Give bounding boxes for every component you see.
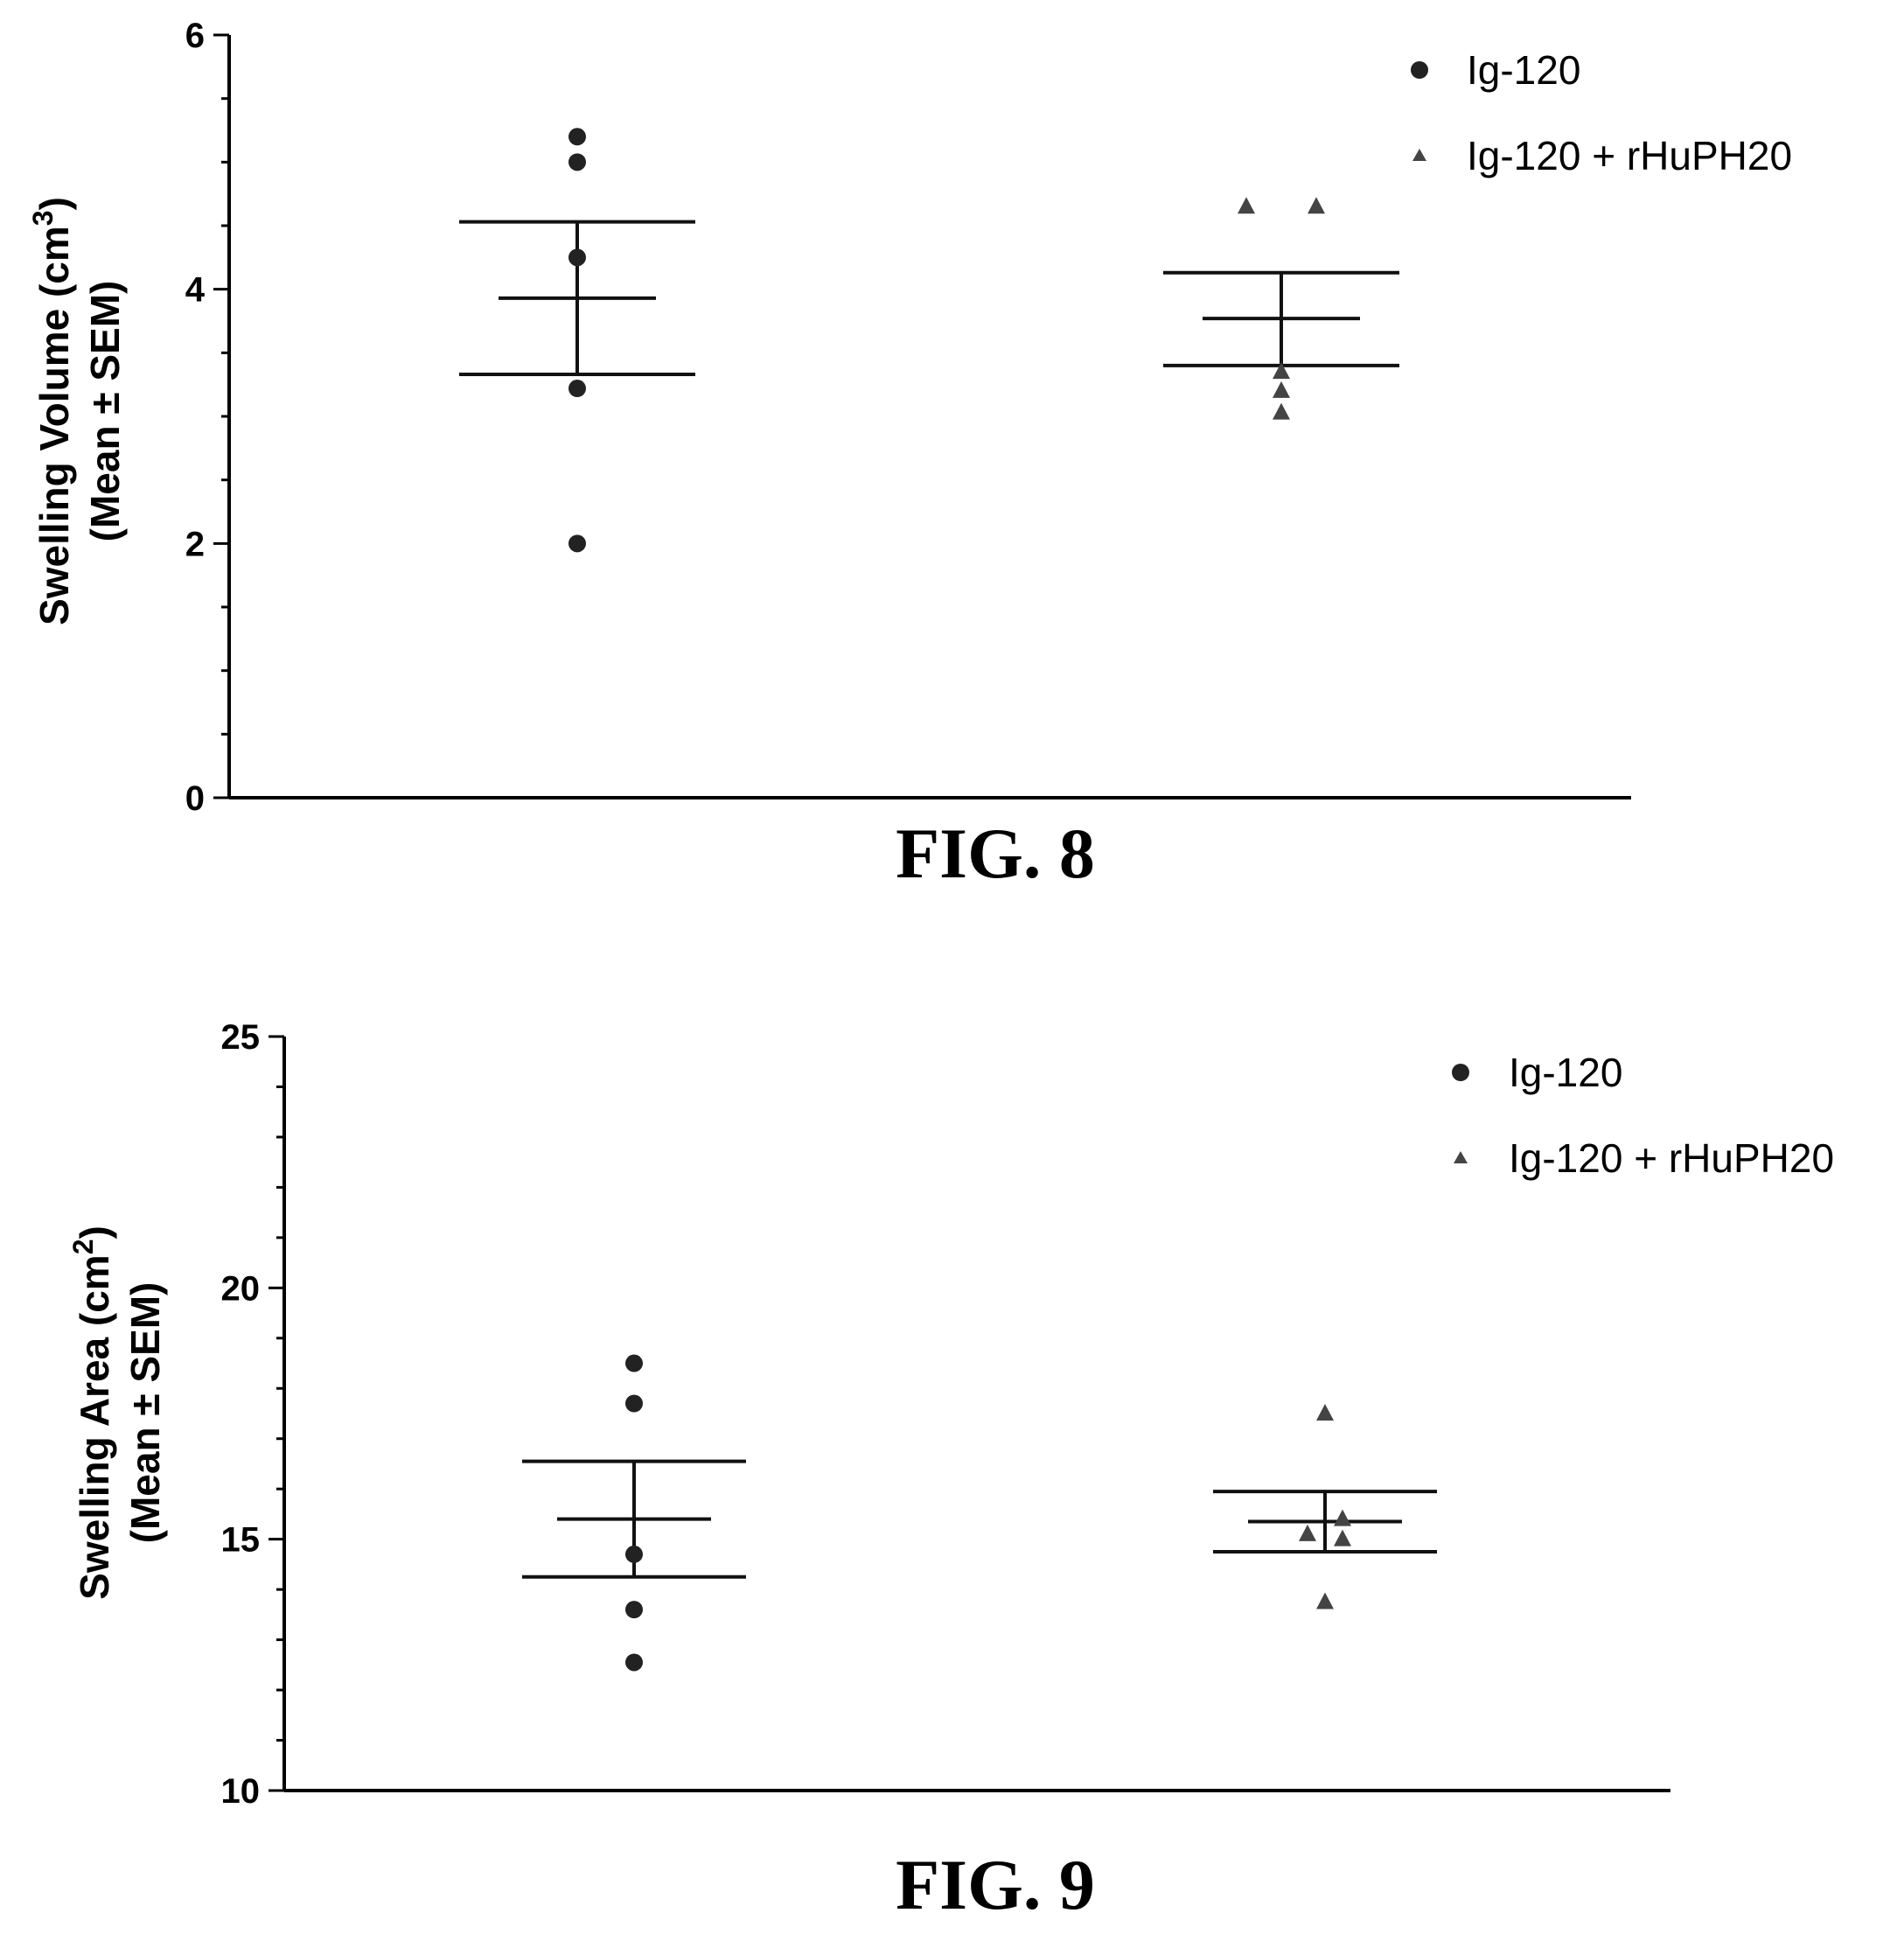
fig8-point-ig120	[568, 380, 586, 398]
fig8-legend-triangle-marker	[1412, 149, 1426, 161]
fig8-y-tick-label: 4	[185, 271, 206, 310]
fig8-point-ig120-rhuph20	[1238, 197, 1255, 214]
fig8-legend-circle-marker	[1411, 61, 1428, 79]
fig8-legend: Ig-120 Ig-120 + rHuPH20	[1411, 47, 1792, 178]
fig8-data-points	[568, 128, 1325, 553]
fig9-y-tick-label: 10	[221, 1772, 261, 1811]
fig8-point-ig120-rhuph20	[1308, 197, 1325, 214]
fig8-point-ig120	[568, 128, 586, 146]
fig8-y-axis-label-line2: (Mean ± SEM)	[82, 281, 128, 542]
fig9-point-ig120-rhuph20	[1316, 1404, 1334, 1421]
fig9-point-ig120	[625, 1394, 643, 1413]
fig9-caption: FIG. 9	[896, 1845, 1095, 1924]
fig9-y-tick-label: 20	[221, 1269, 261, 1308]
fig8-point-ig120	[568, 534, 586, 553]
fig9-legend-circle-marker	[1452, 1064, 1469, 1081]
fig9-data-points	[625, 1354, 1351, 1672]
fig8-point-ig120	[568, 153, 586, 171]
fig9-legend: Ig-120 Ig-120 + rHuPH20	[1452, 1050, 1834, 1181]
fig9-point-ig120-rhuph20	[1299, 1524, 1316, 1541]
fig9-axes	[282, 1037, 1670, 1792]
fig9-point-ig120	[625, 1601, 643, 1619]
fig9-point-ig120-rhuph20	[1334, 1529, 1351, 1547]
fig9-legend-triangle-marker	[1454, 1151, 1468, 1163]
fig8-legend-label-ig120-rhuph20: Ig-120 + rHuPH20	[1467, 133, 1792, 178]
fig8-y-tick-label: 6	[185, 17, 205, 55]
fig9-error-bars	[522, 1459, 1437, 1579]
fig8-y-tick-label: 2	[185, 525, 205, 563]
fig9-y-tick-label: 15	[221, 1521, 261, 1560]
fig8-caption: FIG. 8	[896, 813, 1095, 893]
fig9-point-ig120	[625, 1653, 643, 1672]
fig8-point-ig120-rhuph20	[1273, 381, 1290, 398]
fig8-point-ig120-rhuph20	[1273, 402, 1290, 420]
chart-fig8: Swelling Volume (cm3) (Mean ± SEM) 0246 …	[27, 17, 1792, 893]
fig8-y-axis-ticks: 0 2 4 6	[185, 17, 229, 818]
fig9-legend-label-ig120: Ig-120	[1509, 1050, 1622, 1095]
fig9-y-axis-ticks: 10 15 20 25	[221, 1018, 284, 1811]
fig9-y-axis-label: Swelling Area (cm2) (Mean ± SEM)	[67, 1225, 168, 1600]
fig9-point-ig120	[625, 1354, 643, 1372]
fig9-y-tick-label: 25	[221, 1018, 261, 1057]
fig9-y-axis-label-line2: (Mean ± SEM)	[122, 1282, 168, 1544]
fig8-error-bars	[459, 220, 1399, 377]
fig9-y-axis-label-line1: Swelling Area (cm2)	[67, 1225, 117, 1600]
fig8-point-ig120-rhuph20	[1273, 362, 1290, 380]
fig8-legend-label-ig120: Ig-120	[1467, 47, 1580, 93]
fig8-y-axis-label: Swelling Volume (cm3) (Mean ± SEM)	[27, 197, 128, 625]
fig8-y-tick-label: 0	[185, 779, 205, 818]
fig9-legend-label-ig120-rhuph20: Ig-120 + rHuPH20	[1509, 1135, 1834, 1181]
fig8-y-axis-label-line1: Swelling Volume (cm3)	[27, 197, 77, 625]
chart-fig9: Swelling Area (cm2) (Mean ± SEM) 10 15 20 2…	[67, 1018, 1834, 1924]
fig8-axes	[227, 35, 1631, 799]
fig9-point-ig120-rhuph20	[1316, 1592, 1334, 1609]
fig8-point-ig120	[568, 248, 586, 267]
fig9-point-ig120	[625, 1545, 643, 1563]
fig9-point-ig120-rhuph20	[1334, 1509, 1351, 1526]
